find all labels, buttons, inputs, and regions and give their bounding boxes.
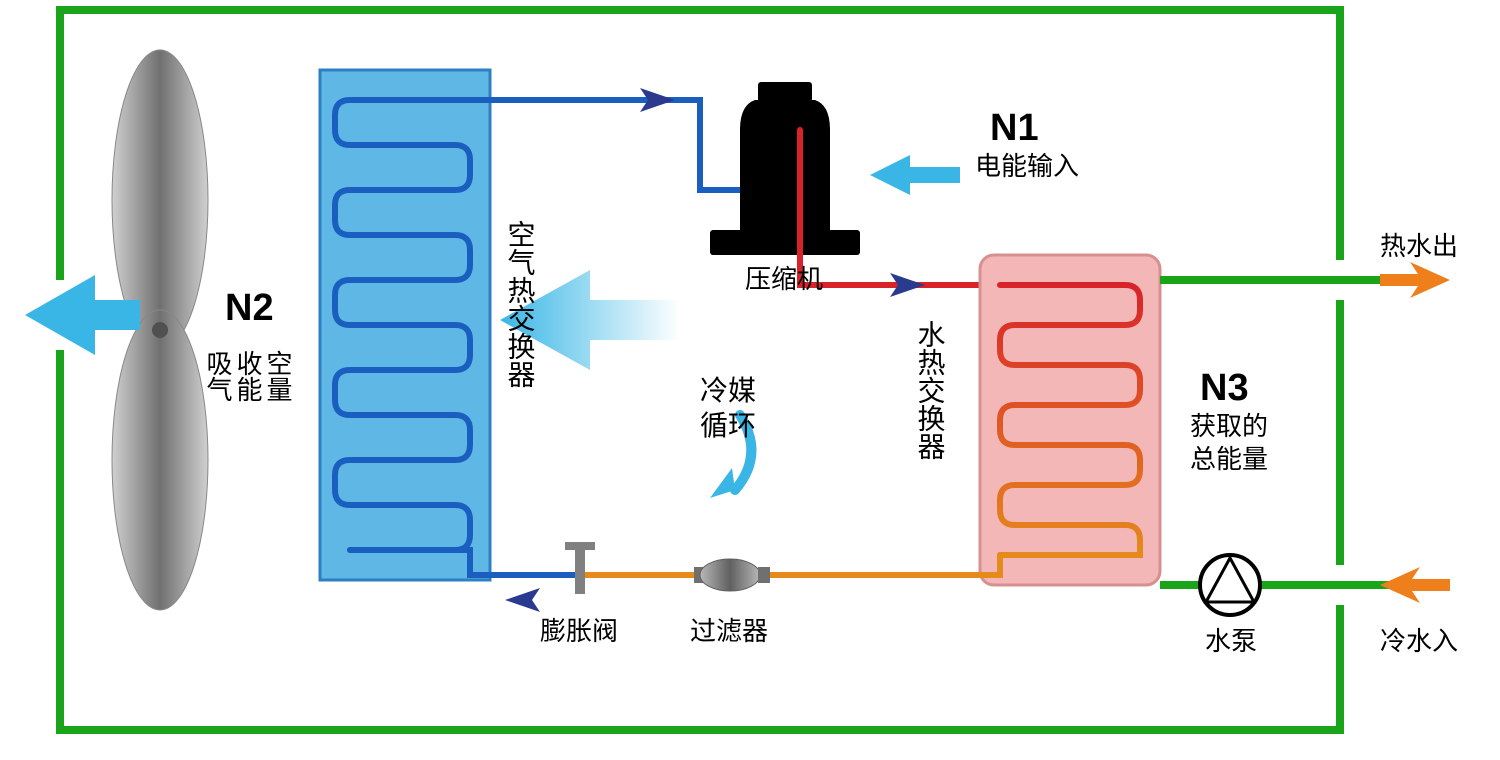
hot-out-label: 热水出 xyxy=(1380,231,1458,261)
n1-title: N1 xyxy=(990,107,1039,149)
pump-icon xyxy=(1200,555,1260,615)
filter-icon xyxy=(694,559,770,591)
n1-sub: 电能输入 xyxy=(975,151,1079,181)
n3-sub-2: 总能量 xyxy=(1190,444,1268,474)
expansion-label: 膨胀阀 xyxy=(540,616,618,646)
cold-pipe xyxy=(470,100,770,190)
heat-pump-diagram: N2 吸气 收能 空量 空气热交换器 N1 电能输入 压缩机 冷媒 循环 水热交… xyxy=(0,0,1500,760)
refrigerant-label-1: 冷媒 xyxy=(700,375,756,406)
n3-title: N3 xyxy=(1200,367,1249,409)
cold-in-label: 冷水入 xyxy=(1380,626,1458,656)
n3-sub-1: 获取的 xyxy=(1190,411,1268,441)
flow-arrow-icon xyxy=(505,588,540,612)
evaporator xyxy=(320,70,490,580)
water-hx-label: 水热交换器 xyxy=(915,320,946,460)
filter-label: 过滤器 xyxy=(690,616,768,646)
n1-input-arrow-icon xyxy=(870,155,960,195)
air-hx-label: 空气热交换器 xyxy=(505,220,536,388)
n2-title: N2 xyxy=(225,287,274,329)
condenser xyxy=(980,255,1160,585)
compressor-icon xyxy=(710,82,860,255)
expansion-valve-icon xyxy=(565,542,595,594)
cold-in-arrow-icon xyxy=(1380,567,1450,603)
refrigerant-label-2: 循环 xyxy=(700,410,756,441)
n2-sub-col1: 吸气 xyxy=(203,350,233,402)
hot-out-arrow-icon xyxy=(1380,262,1450,298)
n2-sub-col3: 空量 xyxy=(263,350,293,402)
n2-sub-col2: 收能 xyxy=(233,350,263,402)
compressor-label: 压缩机 xyxy=(745,264,823,294)
pump-label: 水泵 xyxy=(1205,626,1257,656)
